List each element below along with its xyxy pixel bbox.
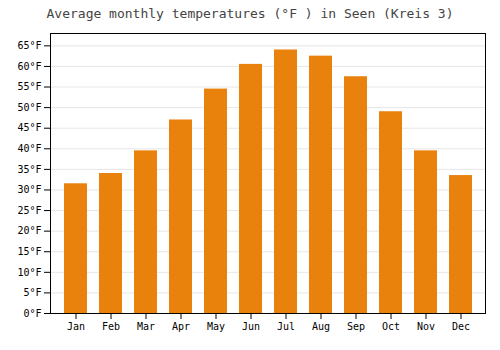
svg-text:Feb: Feb — [102, 321, 120, 332]
html-text:Average monthly temperatures (: Average monthly temperatures (°F ) in Se… — [46, 6, 454, 21]
svg-text:Mar: Mar — [137, 321, 155, 332]
svg-text:30°F: 30°F — [17, 184, 41, 195]
svg-text:Apr: Apr — [172, 321, 190, 332]
svg-text:Aug: Aug — [312, 321, 330, 332]
svg-text:15°F: 15°F — [17, 246, 41, 257]
svg-text:60°F: 60°F — [17, 61, 41, 72]
svg-text:45°F: 45°F — [17, 122, 41, 133]
svg-text:35°F: 35°F — [17, 164, 41, 175]
svg-text:Jan: Jan — [67, 321, 85, 332]
svg-text:May: May — [207, 321, 225, 332]
svg-text:65°F: 65°F — [17, 40, 41, 51]
svg-text:50°F: 50°F — [17, 102, 41, 113]
svg-text:10°F: 10°F — [17, 267, 41, 278]
svg-text:0°F: 0°F — [23, 308, 41, 319]
svg-text:40°F: 40°F — [17, 143, 41, 154]
svg-text:Jun: Jun — [242, 321, 260, 332]
svg-text:Nov: Nov — [417, 321, 435, 332]
svg-text:Dec: Dec — [452, 321, 470, 332]
svg-text:55°F: 55°F — [17, 81, 41, 92]
svg-text:20°F: 20°F — [17, 225, 41, 236]
svg-text:5°F: 5°F — [23, 287, 41, 298]
svg-text:Sep: Sep — [347, 321, 365, 332]
svg-text:Jul: Jul — [277, 321, 295, 332]
svg-text:25°F: 25°F — [17, 205, 41, 216]
svg-text:Oct: Oct — [382, 321, 400, 332]
